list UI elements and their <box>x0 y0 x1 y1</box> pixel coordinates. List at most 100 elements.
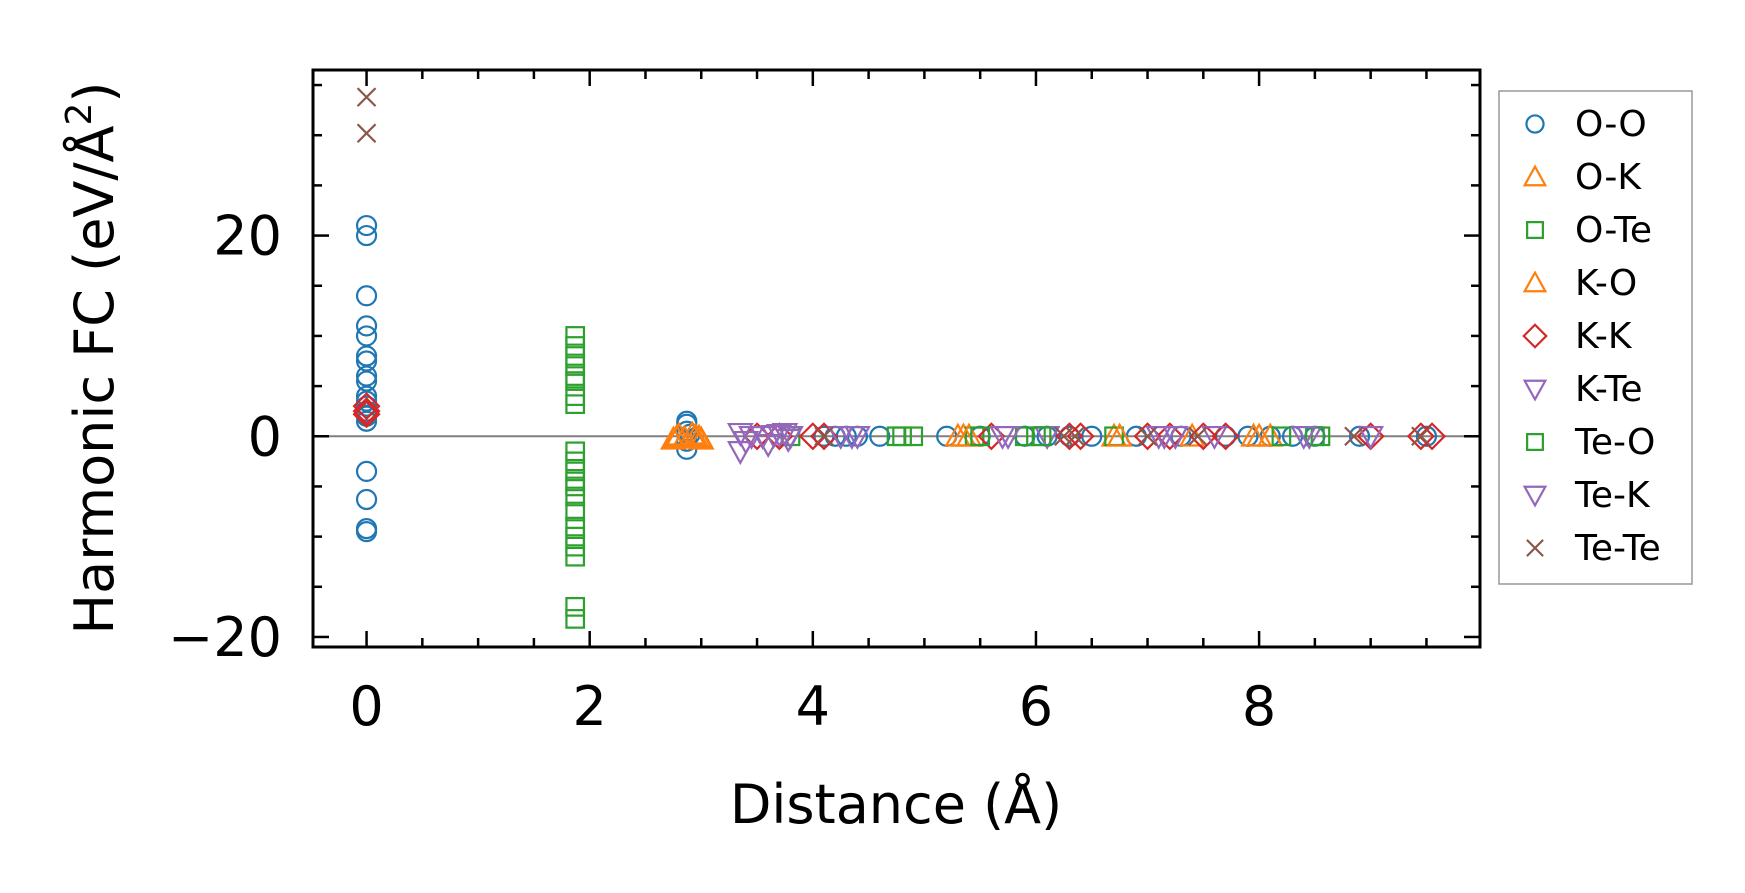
data-point-te-k <box>1290 425 1318 451</box>
data-point-te-k <box>1150 425 1178 451</box>
data-point-k-k <box>352 397 381 426</box>
series-te-te <box>356 87 1431 447</box>
data-point-k-k <box>1406 422 1435 451</box>
data-point-o-o <box>355 285 378 307</box>
data-point-o-o <box>1058 425 1081 447</box>
plot-frame <box>311 68 1482 649</box>
data-point-o-te <box>565 326 586 346</box>
data-point-te-k <box>838 425 866 451</box>
legend-item: K-O <box>1522 263 1637 304</box>
data-point-o-o <box>355 345 378 367</box>
axis-ticks <box>313 70 1480 647</box>
data-point-te-k <box>774 428 802 454</box>
y-tick-label: 0 <box>248 405 282 468</box>
data-point-o-o <box>355 224 378 247</box>
data-point-o-o <box>355 214 378 237</box>
legend-label: Te-O <box>1574 422 1655 463</box>
data-point-te-te <box>1411 426 1431 447</box>
data-points <box>352 87 1447 629</box>
data-point-k-te <box>1357 425 1385 451</box>
data-point-o-o <box>1415 425 1438 447</box>
series-o-o <box>355 214 1438 543</box>
legend-marker-k-te <box>1522 379 1548 402</box>
data-point-o-o <box>355 520 378 543</box>
data-point-k-k <box>352 392 381 421</box>
data-point-o-te <box>565 394 586 415</box>
data-point-o-o <box>869 425 891 447</box>
x-tick-labels: 0 2 4 6 8 <box>349 675 1276 738</box>
legend-item: O-O <box>1525 104 1647 145</box>
y-axis-label-main: Harmonic FC (eV/Å <box>62 125 126 634</box>
y-tick-label: 20 <box>213 205 282 268</box>
data-point-o-te <box>565 451 586 472</box>
data-point-k-o <box>663 423 691 448</box>
data-point-o-te <box>565 609 586 629</box>
legend-label: O-Te <box>1575 210 1652 251</box>
legend-label: Te-Te <box>1574 528 1661 569</box>
data-point-k-k <box>1211 422 1240 451</box>
legend-item: K-Te <box>1522 369 1643 410</box>
legend-marker-te-k <box>1522 485 1548 508</box>
data-point-o-te <box>565 526 586 547</box>
data-point-o-te <box>565 597 586 617</box>
plot-area <box>311 68 1482 649</box>
y-tick-label: −20 <box>168 606 282 669</box>
legend: O-O O-K O-Te K-O K-K K-Te Te-O Te-K Te-Te <box>1498 90 1693 585</box>
data-point-k-te <box>1201 425 1228 451</box>
data-point-te-o <box>892 426 912 447</box>
data-point-o-o <box>355 460 378 482</box>
data-point-k-k <box>352 400 381 429</box>
data-point-te-k <box>994 425 1022 451</box>
series-te-k <box>738 424 1318 454</box>
data-point-o-te <box>565 461 586 482</box>
data-point-k-o <box>678 420 706 445</box>
data-point-o-te <box>565 441 586 462</box>
data-point-k-o <box>1245 422 1273 447</box>
x-axis-label: Distance (Å) <box>730 772 1062 836</box>
x-tick-label: 2 <box>573 675 607 738</box>
data-point-o-te <box>1271 426 1292 447</box>
legend-label: K-Te <box>1575 369 1643 410</box>
data-point-te-o <box>1031 426 1052 447</box>
data-point-o-te <box>565 336 586 356</box>
x-tick-label: 0 <box>349 675 383 738</box>
data-point-te-k <box>738 425 765 451</box>
data-point-o-te <box>565 346 586 366</box>
y-axis-label: Harmonic FC (eV/Å2) <box>59 82 126 635</box>
y-axis-label-close: ) <box>63 82 126 103</box>
data-point-o-te <box>565 501 586 522</box>
legend-label: Te-K <box>1574 475 1651 516</box>
data-point-o-te <box>565 546 586 567</box>
legend-marker-o-te <box>1526 221 1544 239</box>
legend-marker-o-k <box>1522 164 1548 187</box>
y-tick-labels: −20 0 20 <box>168 205 282 669</box>
series-k-k <box>352 392 1447 451</box>
data-point-o-te <box>565 356 586 376</box>
data-point-k-o <box>955 422 983 447</box>
x-tick-label: 8 <box>1242 675 1276 738</box>
legend-items: O-O O-K O-Te K-O K-K K-Te Te-O Te-K Te-Te <box>1522 104 1661 569</box>
data-point-te-o <box>565 471 586 492</box>
legend-item: Te-K <box>1522 475 1651 516</box>
data-point-o-te <box>565 516 586 537</box>
data-point-te-te <box>814 426 834 447</box>
data-point-o-o <box>355 410 378 432</box>
series-te-o <box>565 371 1331 492</box>
data-point-te-te <box>1187 426 1208 447</box>
data-point-k-te <box>732 430 760 456</box>
legend-label: K-K <box>1575 316 1633 357</box>
y-axis-label-superscript: 2 <box>59 103 100 126</box>
legend-marker-k-k <box>1522 323 1548 349</box>
legend-marker-k-o <box>1522 270 1548 293</box>
data-point-o-o <box>355 315 378 337</box>
data-point-o-te <box>565 366 586 386</box>
legend-marker-te-o <box>1526 433 1544 451</box>
data-point-o-te <box>903 426 924 447</box>
legend-marker-te-te <box>1526 539 1544 557</box>
data-point-te-te <box>356 87 377 107</box>
legend-item: O-Te <box>1526 210 1652 251</box>
data-point-te-o <box>970 426 991 447</box>
data-point-te-o <box>565 371 586 391</box>
data-point-te-te <box>1137 426 1158 447</box>
